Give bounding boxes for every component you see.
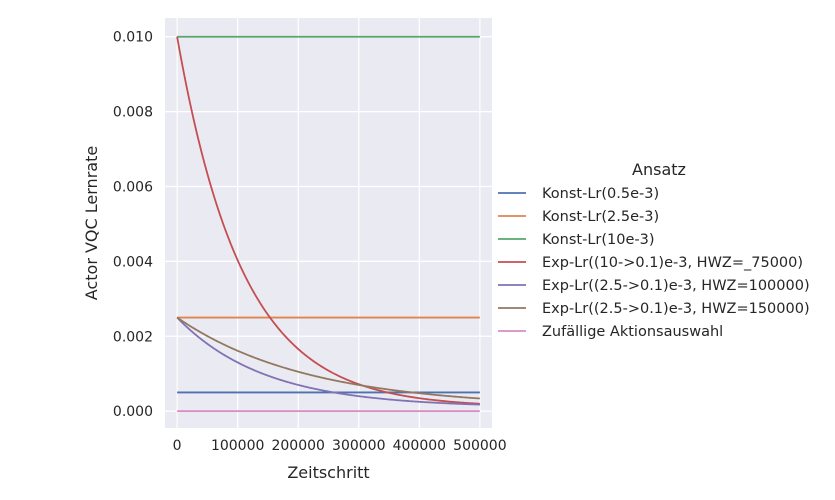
x-tick-label: 100000: [211, 438, 264, 454]
y-tick-label: 0.010: [113, 30, 153, 46]
x-tick-label: 500000: [453, 438, 506, 454]
y-axis-ticks: 0.000 0.002 0.004 0.006 0.008 0.010: [113, 30, 153, 420]
x-tick-label: 400000: [393, 438, 446, 454]
y-tick-label: 0.002: [113, 329, 153, 345]
y-tick-label: 0.008: [113, 105, 153, 121]
legend-entry-label: Exp-Lr((10->0.1)e-3, HWZ=_75000): [542, 255, 803, 271]
x-tick-label: 200000: [271, 438, 324, 454]
legend-entry-label: Konst-Lr(10e-3): [542, 232, 655, 248]
x-axis-label: Zeitschritt: [287, 463, 369, 482]
legend-entry-label: Konst-Lr(0.5e-3): [542, 186, 659, 202]
series-line-5: [176, 316, 480, 406]
series-lines: [176, 35, 480, 413]
series-line-6: [176, 316, 480, 400]
legend: Ansatz Konst-Lr(0.5e-3) Konst-Lr(2.5e-3) K…: [498, 160, 810, 340]
x-axis-ticks: 0 100000 200000 300000 400000 500000: [173, 438, 507, 454]
legend-entry-label: Zufällige Aktionsauswahl: [542, 324, 723, 340]
y-axis-label: Actor VQC Lernrate: [82, 146, 101, 300]
x-tick-label: 300000: [332, 438, 385, 454]
x-tick-label: 0: [173, 438, 182, 454]
legend-entry-label: Exp-Lr((2.5->0.1)e-3, HWZ=100000): [542, 278, 810, 294]
y-tick-label: 0.004: [113, 254, 153, 270]
y-tick-label: 0.000: [113, 404, 153, 420]
series-line-4: [176, 36, 480, 405]
legend-title: Ansatz: [632, 160, 686, 179]
plot-background: [165, 18, 492, 428]
legend-entry-label: Exp-Lr((2.5->0.1)e-3, HWZ=150000): [542, 301, 810, 317]
y-tick-label: 0.006: [113, 179, 153, 195]
legend-entry-label: Konst-Lr(2.5e-3): [542, 209, 659, 225]
